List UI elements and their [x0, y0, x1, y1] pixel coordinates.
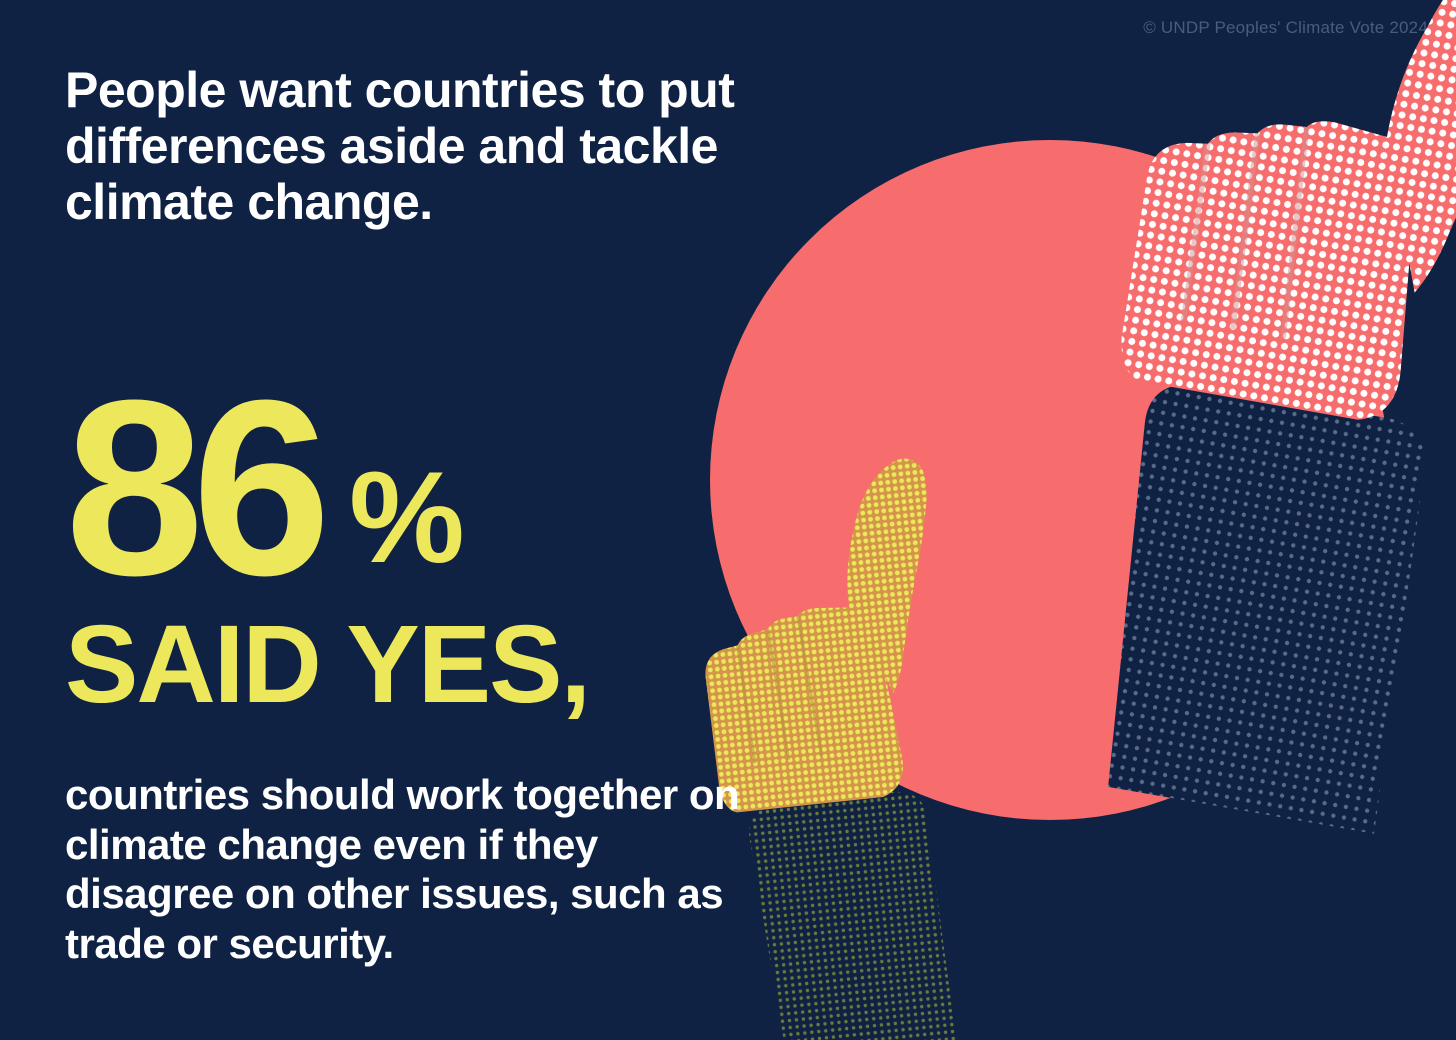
- headline-text: People want countries to put differences…: [65, 62, 745, 230]
- stat-percentage-symbol: %: [349, 462, 465, 573]
- infographic-canvas: © UNDP Peoples' Climate Vote 2024: [0, 0, 1456, 1040]
- stat-said-yes-text: SAID YES,: [65, 615, 589, 714]
- stat-percentage-number: 86: [65, 382, 319, 595]
- body-text: countries should work together on climat…: [65, 770, 745, 968]
- stat-block: 86% SAID YES,: [65, 382, 589, 714]
- thumbs-up-white-icon: [921, 0, 1456, 859]
